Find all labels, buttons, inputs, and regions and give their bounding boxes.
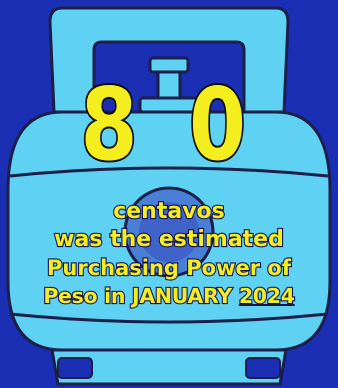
caption-year: 2024 — [238, 283, 296, 309]
caption-line-purchasing-power: Purchasing Power of — [46, 255, 292, 281]
headline-number: 8 0 — [79, 66, 258, 183]
caption-line-date: Peso in JANUARY 2024 — [0, 282, 338, 310]
caption-line-unit: centavos — [112, 198, 226, 225]
caption-date-prefix: Peso in JANUARY — [42, 283, 239, 309]
lpg-gas-tank-icon — [6, 6, 332, 386]
caption-line-estimate: was the estimated — [53, 226, 285, 253]
